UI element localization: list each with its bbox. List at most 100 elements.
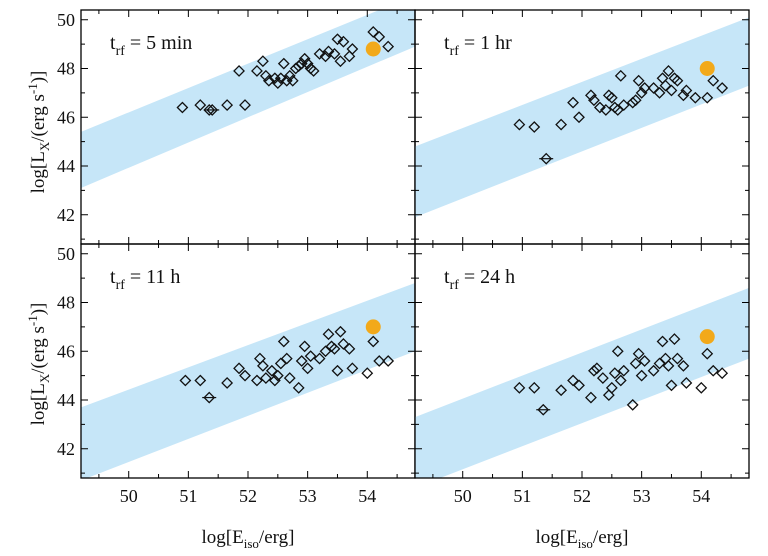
data-point <box>292 381 305 394</box>
data-point <box>265 364 278 377</box>
data-point <box>292 60 305 72</box>
data-point <box>668 333 681 345</box>
data-point <box>537 403 550 416</box>
x-label-sub: iso <box>244 536 259 551</box>
data-point <box>277 335 290 348</box>
data-point <box>573 111 585 124</box>
data-point <box>343 342 356 355</box>
highlight-point <box>365 319 381 335</box>
data-point <box>319 50 332 63</box>
data-point <box>295 355 308 367</box>
y-label-mid: /(erg s <box>28 326 49 374</box>
data-point <box>239 99 251 111</box>
annotation-prefix: t <box>110 32 116 54</box>
data-point <box>647 364 660 377</box>
y-tick-label: 50 <box>57 10 75 30</box>
y-tick-label: 48 <box>57 59 75 79</box>
data-point <box>677 89 690 102</box>
y-label-tail: )] <box>28 303 49 316</box>
x-tick-label: 52 <box>573 486 591 506</box>
data-point <box>716 367 729 380</box>
data-point <box>337 338 350 350</box>
data-point <box>346 362 359 375</box>
data-point <box>555 384 568 397</box>
data-point <box>635 86 648 99</box>
data-point <box>313 352 326 365</box>
x-label-main: log[E <box>202 527 244 548</box>
annotation-rest: = 24 h <box>459 266 515 288</box>
data-point <box>680 84 693 97</box>
data-point <box>585 391 597 404</box>
data-point <box>373 30 386 43</box>
data-point <box>262 74 275 87</box>
x-label-main: log[E <box>536 527 578 548</box>
data-point <box>528 121 541 133</box>
data-point <box>298 52 311 65</box>
data-point <box>635 369 648 382</box>
data-point <box>334 55 347 68</box>
x-tick-label: 53 <box>633 486 651 506</box>
data-point <box>194 374 207 387</box>
highlight-point <box>365 41 381 57</box>
data-point <box>283 372 296 384</box>
data-point <box>251 374 263 387</box>
data-point <box>608 367 621 380</box>
annotation-rest: = 1 hr <box>459 32 512 54</box>
data-point <box>328 47 341 60</box>
data-point <box>283 69 296 82</box>
data-point <box>656 335 669 348</box>
data-point <box>588 364 600 377</box>
data-point <box>611 345 624 358</box>
panel-frame <box>414 243 750 479</box>
data-point <box>274 72 287 85</box>
data-point <box>286 74 299 87</box>
data-point <box>256 55 269 68</box>
data-point <box>233 65 245 77</box>
data-point <box>707 364 720 377</box>
y-axis-label-top: log[LX/(erg s-1)] <box>25 71 52 194</box>
x-tick-label: 54 <box>692 486 710 506</box>
panel-top-left: 42 44 46 48 50 trf = 5 min <box>57 9 416 245</box>
y-tick-label: 46 <box>57 107 75 127</box>
data-point <box>617 99 630 111</box>
data-point <box>268 374 281 387</box>
data-point <box>567 96 579 109</box>
data-point <box>221 99 234 111</box>
data-point <box>373 355 386 367</box>
data-point <box>626 96 639 109</box>
y-tick-label: 48 <box>57 293 75 313</box>
data-point <box>638 355 651 367</box>
data-point <box>567 374 579 387</box>
y-tick-label: 42 <box>57 205 75 225</box>
x-tick-label: 51 <box>513 486 531 506</box>
data-point <box>695 381 708 394</box>
annotation-prefix: t <box>444 32 450 54</box>
data-point <box>334 325 347 338</box>
data-point <box>343 50 356 63</box>
data-point <box>590 362 603 375</box>
data-point <box>298 340 311 353</box>
y-tick-label: 50 <box>57 244 75 264</box>
data-point <box>382 355 395 367</box>
data-point <box>540 152 553 165</box>
data-point <box>605 381 618 394</box>
y-label-sub: X <box>37 373 52 383</box>
data-point <box>626 398 639 411</box>
y-axis-label-bottom: log[LX/(erg s-1)] <box>25 303 52 426</box>
data-point <box>346 43 359 55</box>
x-axis-label-right: log[Eiso/erg] <box>536 527 629 551</box>
y-tick-label: 44 <box>57 156 75 176</box>
data-point <box>593 101 606 114</box>
x-tick-label: 50 <box>120 486 138 506</box>
y-tick-label: 46 <box>57 341 75 361</box>
annotation-rest: = 11 h <box>125 266 181 288</box>
data-point <box>599 104 612 116</box>
panel-top-right: trf = 1 hr <box>414 9 750 245</box>
data-point <box>605 91 618 104</box>
x-tick-label: 50 <box>454 486 472 506</box>
data-point <box>194 99 207 111</box>
x-label-tail: /erg] <box>259 527 295 548</box>
y-label-sup: -1 <box>25 315 40 326</box>
